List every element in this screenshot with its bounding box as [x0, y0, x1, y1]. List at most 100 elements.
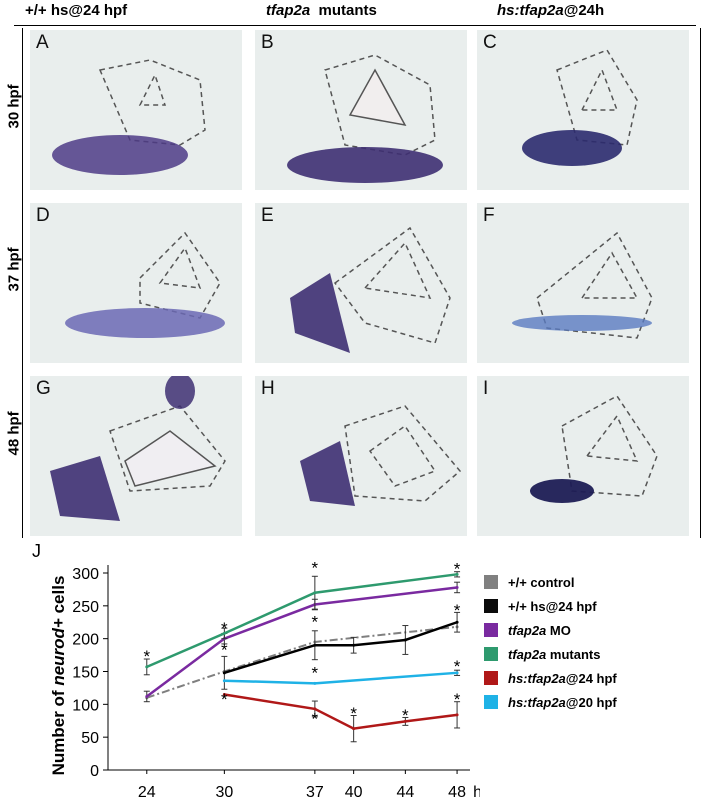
significance-asterisk: * — [312, 612, 319, 631]
series-line — [224, 693, 458, 730]
x-tick-label: 48 — [448, 784, 466, 800]
panel-e: E — [255, 203, 467, 363]
legend-swatch — [484, 575, 498, 589]
significance-asterisk: * — [312, 709, 319, 728]
significance-asterisk: * — [143, 647, 150, 666]
x-tick-label: 37 — [306, 784, 324, 800]
micrograph-e — [290, 226, 451, 353]
legend-item: +/+ control — [484, 570, 617, 594]
data-point — [222, 679, 226, 683]
y-tick-label: 300 — [72, 566, 99, 583]
micrograph-h — [300, 405, 462, 506]
significance-asterisk: * — [221, 641, 228, 660]
significance-asterisk: * — [221, 619, 228, 638]
column-header-heatshock: hs:tfap2a@24h — [497, 2, 605, 19]
panel-d: D — [30, 203, 242, 363]
series-line — [146, 586, 458, 698]
significance-asterisk: * — [312, 664, 319, 683]
data-point — [313, 681, 317, 685]
micrograph-b — [287, 54, 443, 183]
data-point — [455, 671, 459, 675]
data-point — [352, 727, 356, 731]
legend-swatch — [484, 647, 498, 661]
panel-b: B — [255, 30, 467, 190]
row-label-48hpf: 48 hpf — [5, 411, 23, 456]
micrograph-a — [52, 59, 206, 175]
series-line — [223, 621, 458, 675]
legend-label: hs:tfap2a@20 hpf — [508, 694, 617, 710]
x-tick-label: 30 — [215, 784, 233, 800]
legend-item: tfap2a MO — [484, 618, 617, 642]
legend-swatch — [484, 623, 498, 637]
column-header-wildtype: +/+ hs@24 hpf — [25, 2, 128, 19]
legend-label: tfap2a mutants — [508, 646, 601, 662]
data-point — [455, 620, 459, 624]
legend-label: +/+ hs@24 hpf — [508, 598, 597, 614]
row-divider — [22, 28, 23, 538]
data-point — [222, 671, 226, 675]
series-line — [224, 671, 458, 685]
y-tick-label: 200 — [72, 632, 99, 649]
data-point — [313, 707, 317, 711]
data-point — [145, 665, 149, 669]
legend-item: hs:tfap2a@24 hpf — [484, 666, 617, 690]
legend-label: tfap2a MO — [508, 622, 571, 638]
legend-item: tfap2a mutants — [484, 642, 617, 666]
panel-letter: F — [483, 205, 495, 226]
data-point — [403, 638, 407, 642]
significance-asterisk: * — [454, 560, 461, 579]
y-tick-label: 150 — [72, 665, 99, 682]
data-point — [455, 585, 459, 589]
legend-item: hs:tfap2a@20 hpf — [484, 690, 617, 714]
micrograph-f — [512, 231, 653, 339]
panel-letter: D — [36, 205, 50, 226]
x-tick-label: 44 — [396, 784, 414, 800]
series-line — [146, 573, 458, 669]
y-tick-label: 100 — [72, 697, 99, 714]
gene-divider — [700, 28, 701, 538]
x-tick-label: 24 — [138, 784, 156, 800]
legend-swatch — [484, 599, 498, 613]
legend-swatch — [484, 671, 498, 685]
significance-asterisk: * — [454, 690, 461, 709]
micrograph-d — [65, 231, 225, 338]
panel-letter: I — [483, 378, 489, 399]
data-point — [222, 631, 226, 635]
panel-c: C — [477, 30, 689, 190]
data-point — [352, 643, 356, 647]
header-divider — [14, 25, 696, 26]
chart-label: J — [32, 541, 41, 561]
data-point — [313, 591, 317, 595]
panel-letter: G — [36, 378, 51, 399]
panel-letter: A — [36, 32, 49, 53]
legend-swatch — [484, 695, 498, 709]
significance-asterisk: * — [312, 558, 319, 577]
series-line — [146, 625, 458, 699]
panel-g: G — [30, 376, 242, 536]
data-point — [222, 692, 226, 696]
panel-letter: H — [261, 378, 275, 399]
row-label-30hpf: 30 hpf — [5, 84, 23, 129]
legend-label: hs:tfap2a@24 hpf — [508, 670, 617, 686]
panel-a: A — [30, 30, 242, 190]
data-point — [313, 643, 317, 647]
significance-asterisk: * — [221, 690, 228, 709]
significance-asterisk: * — [402, 706, 409, 725]
micrograph-g — [50, 376, 226, 521]
y-tick-label: 50 — [81, 730, 99, 747]
data-point — [145, 694, 149, 698]
y-tick-label: 250 — [72, 599, 99, 616]
data-point — [403, 719, 407, 723]
panel-letter: E — [261, 205, 274, 226]
micrograph-c — [522, 49, 638, 166]
significance-asterisk: * — [350, 704, 357, 723]
significance-asterisk: * — [454, 657, 461, 676]
x-tick-label: 40 — [345, 784, 363, 800]
legend-label: +/+ control — [508, 574, 575, 590]
panel-h: H — [255, 376, 467, 536]
column-header-mutants: tfap2a mutants — [266, 2, 377, 19]
y-tick-label: 0 — [90, 763, 99, 780]
row-label-37hpf: 37 hpf — [5, 247, 23, 292]
data-point — [455, 572, 459, 576]
x-axis-unit: hpf — [473, 784, 480, 800]
